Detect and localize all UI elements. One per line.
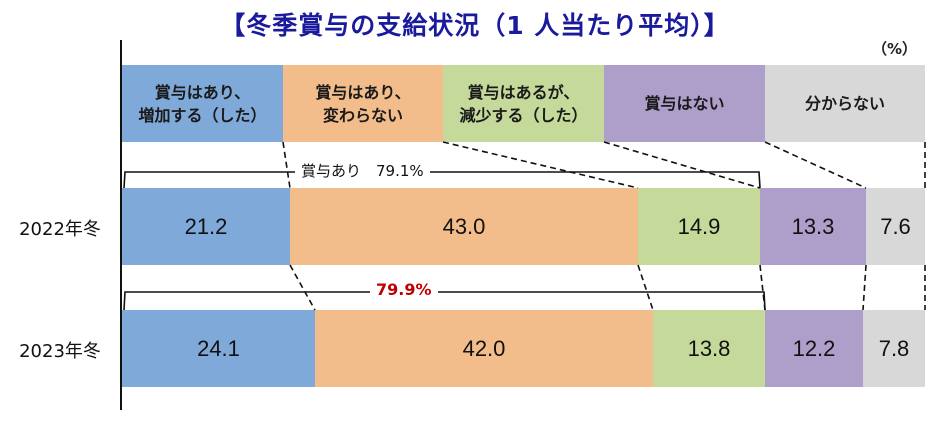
bar-2023-decrease: 13.8 <box>653 310 765 387</box>
bar-2022-increase: 21.2 <box>122 188 290 265</box>
legend-unknown: 分からない <box>765 65 925 142</box>
bar-2022-unknown: 7.6 <box>866 188 925 265</box>
bar-2022-decrease: 14.9 <box>638 188 760 265</box>
bracket-label-2022: 賞与あり 79.1% <box>295 160 430 181</box>
bar-2023-unchanged: 42.0 <box>315 310 653 387</box>
legend-none-label: 賞与はない <box>644 94 725 113</box>
bar-2023-none: 12.2 <box>765 310 863 387</box>
row-label-2023: 2023年冬 <box>19 341 101 362</box>
bar-2022-none: 13.3 <box>760 188 866 265</box>
chart-title: 【冬季賞与の支給状況（1 人当たり平均）】 <box>220 11 730 40</box>
legend-decrease-line2: 減少する（した） <box>459 105 588 125</box>
bar-2022-unchanged: 43.0 <box>290 188 638 265</box>
legend-decrease: 賞与はあるが、 減少する（した） <box>443 65 604 142</box>
legend-decrease-line1: 賞与はあるが、 <box>467 82 580 102</box>
unit-label: （%） <box>872 40 918 58</box>
legend-unknown-label: 分からない <box>804 94 885 113</box>
legend-none: 賞与はない <box>604 65 765 142</box>
legend-increase-line2: 増加する（した） <box>138 105 267 125</box>
category-axis <box>120 40 122 410</box>
legend-increase: 賞与はあり、 増加する（した） <box>122 65 283 142</box>
bar-2023-unknown: 7.8 <box>863 310 925 387</box>
legend-unchanged: 賞与はあり、 変わらない <box>283 65 443 142</box>
row-label-2022: 2022年冬 <box>19 219 101 240</box>
bar-2023-increase: 24.1 <box>122 310 315 387</box>
legend-increase-line1: 賞与はあり、 <box>154 82 251 102</box>
legend-unchanged-line1: 賞与はあり、 <box>315 82 411 102</box>
bracket-label-2023: 79.9% <box>370 280 438 299</box>
legend-unchanged-line2: 変わらない <box>322 105 403 125</box>
